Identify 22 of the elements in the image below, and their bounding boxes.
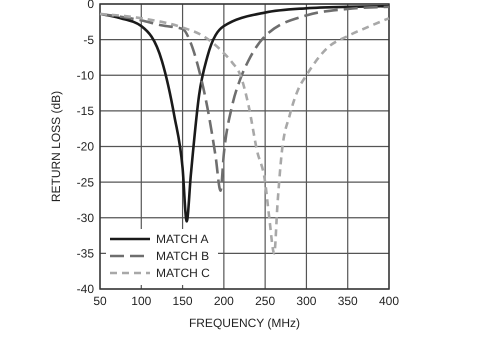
y-tick-label: -35 — [76, 246, 94, 261]
x-tick-label: 50 — [93, 294, 107, 308]
y-tick-label: -15 — [76, 104, 94, 118]
x-axis-title: FREQUENCY (MHz) — [188, 316, 300, 330]
y-tick-label: -30 — [76, 210, 94, 225]
y-tick-label: -10 — [76, 68, 94, 82]
x-tick-label: 150 — [172, 294, 193, 308]
x-tick-label: 300 — [296, 294, 317, 308]
y-tick-label: -40 — [76, 282, 94, 296]
y-tick-label: 0 — [87, 0, 94, 12]
y-tick-label: -5 — [83, 32, 94, 47]
x-tick-label: 400 — [378, 294, 400, 308]
legend-label: MATCH A — [156, 232, 208, 246]
y-tick-label: -25 — [76, 175, 94, 190]
legend-label: MATCH C — [156, 266, 210, 280]
y-axis-title: RETURN LOSS (dB) — [49, 90, 63, 202]
legend-label: MATCH B — [156, 249, 210, 264]
x-tick-label: 350 — [338, 294, 358, 308]
x-tick-label: 100 — [131, 294, 152, 308]
y-tick-label: -20 — [76, 140, 94, 154]
x-tick-label: 200 — [214, 294, 234, 308]
x-tick-label: 250 — [255, 294, 276, 308]
